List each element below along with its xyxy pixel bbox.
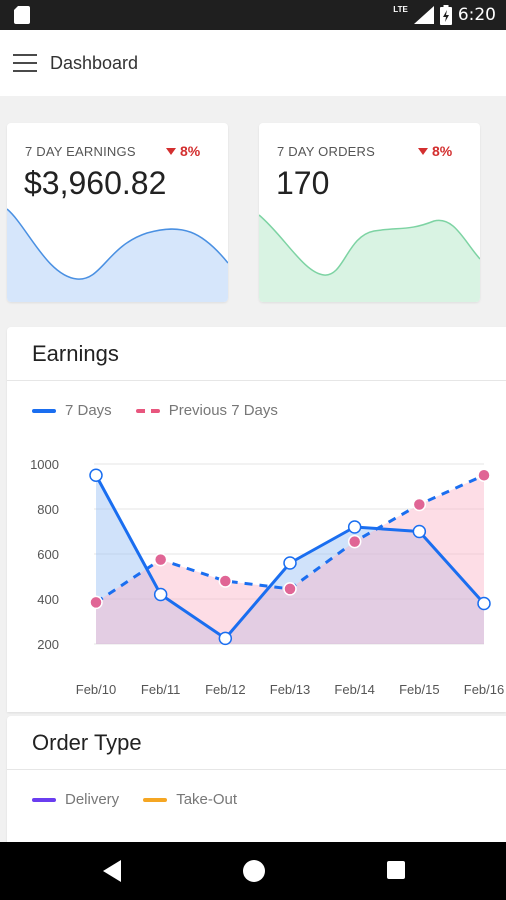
earnings-stat-value: $3,960.82 xyxy=(24,165,167,201)
data-point xyxy=(283,582,297,596)
data-point xyxy=(477,596,491,611)
data-point xyxy=(218,574,233,588)
hamburger-menu-icon[interactable] xyxy=(13,54,37,72)
legend-swatch-delivery xyxy=(32,797,56,802)
orders-sparkline xyxy=(259,214,480,302)
divider xyxy=(7,769,506,770)
y-tick-label: 200 xyxy=(37,637,59,652)
earnings-delta-value: 8% xyxy=(180,143,201,159)
legend-item-take-out[interactable]: Take-Out xyxy=(143,791,237,808)
orders-delta-badge: 8% xyxy=(418,143,452,159)
earnings-line-chart: 1000 800 600 400 200 Feb/10 Feb/11 Feb/12 Feb/13… xyxy=(30,457,504,697)
data-point xyxy=(477,468,491,482)
legend-label: 7 Days xyxy=(65,402,112,419)
legend-swatch-solid xyxy=(32,408,56,413)
data-point xyxy=(89,468,103,482)
x-tick-label: Feb/16 xyxy=(464,682,504,697)
earnings-delta-badge: 8% xyxy=(166,143,200,159)
data-point xyxy=(412,497,427,512)
order-type-card: Order Type Delivery Take-Out xyxy=(7,716,506,846)
legend-item-delivery[interactable]: Delivery xyxy=(32,791,119,808)
home-icon[interactable] xyxy=(242,859,266,883)
legend-item-previous-7-days[interactable]: Previous 7 Days xyxy=(135,402,278,419)
series-area-1 xyxy=(96,475,484,644)
trend-down-icon xyxy=(418,147,428,155)
x-tick-label: Feb/13 xyxy=(270,682,310,697)
data-point xyxy=(283,556,297,570)
battery-icon xyxy=(439,5,452,25)
x-tick-label: Feb/14 xyxy=(334,682,374,697)
trend-down-icon xyxy=(166,147,176,155)
orders-stat-card[interactable]: 7 DAY ORDERS 8% 170 xyxy=(259,123,480,302)
order-type-section-title: Order Type xyxy=(32,730,142,755)
x-tick-label: Feb/11 xyxy=(141,682,181,697)
system-nav-bar xyxy=(0,842,506,900)
divider xyxy=(7,380,506,381)
network-type: LTE xyxy=(393,4,408,14)
legend-label: Previous 7 Days xyxy=(168,402,278,419)
earnings-legend: 7 Days Previous 7 Days xyxy=(32,402,292,419)
earnings-section-title: Earnings xyxy=(32,341,119,366)
data-point xyxy=(347,520,362,534)
back-icon[interactable] xyxy=(101,859,123,883)
orders-delta-value: 8% xyxy=(432,143,453,159)
y-tick-label: 800 xyxy=(37,502,59,517)
order-type-legend: Delivery Take-Out xyxy=(32,791,251,808)
x-tick-label: Feb/15 xyxy=(399,682,439,697)
y-tick-label: 400 xyxy=(37,592,59,607)
earnings-sparkline xyxy=(7,208,228,302)
series-area-0 xyxy=(96,475,484,644)
sd-card-icon xyxy=(14,6,30,24)
x-tick-label: Feb/10 xyxy=(76,682,116,697)
orders-stat-value: 170 xyxy=(276,165,330,201)
y-tick-label: 1000 xyxy=(30,457,59,472)
orders-stat-label: 7 DAY ORDERS xyxy=(277,144,376,159)
recents-icon[interactable] xyxy=(386,859,406,881)
earnings-chart-card: Earnings 7 Days Previous 7 Days 1000 800 6… xyxy=(7,327,506,712)
y-tick-label: 600 xyxy=(37,547,59,562)
status-bar: LTE 6:20 xyxy=(0,0,506,30)
data-point xyxy=(89,595,103,610)
legend-label: Delivery xyxy=(65,791,120,808)
data-point xyxy=(412,524,427,539)
legend-swatch-dashed xyxy=(135,408,160,413)
data-point xyxy=(347,534,362,549)
earnings-stat-card[interactable]: 7 DAY EARNINGS 8% $3,960.82 xyxy=(7,123,228,302)
app-bar: Dashboard xyxy=(0,30,506,96)
data-point xyxy=(153,587,168,602)
legend-swatch-take-out xyxy=(143,797,168,802)
earnings-stat-label: 7 DAY EARNINGS xyxy=(25,144,136,159)
page-title: Dashboard xyxy=(50,52,139,73)
data-point xyxy=(153,552,168,567)
data-point xyxy=(218,631,233,646)
signal-icon xyxy=(413,6,434,24)
legend-label: Take-Out xyxy=(176,791,238,808)
legend-item-7-days[interactable]: 7 Days xyxy=(32,402,112,419)
clock: 6:20 xyxy=(457,5,496,25)
x-tick-label: Feb/12 xyxy=(205,682,245,697)
